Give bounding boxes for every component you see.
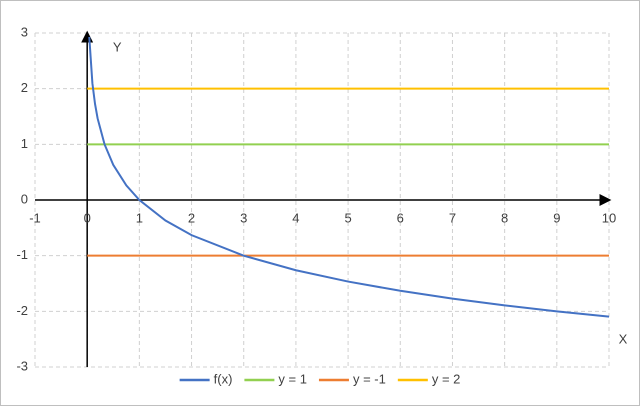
y-tick-label: -1: [16, 247, 28, 262]
legend: f(x) y = 1 y = -1 y = 2: [179, 371, 461, 386]
y-tick-label: -2: [16, 303, 28, 318]
y-tick-label: -3: [16, 358, 28, 373]
y-tick-label: 1: [21, 136, 28, 151]
x-axis-title: X: [619, 331, 628, 346]
y-axis-title: Y: [113, 39, 122, 54]
x-tick-label: 7: [449, 210, 456, 225]
legend-label: f(x): [214, 371, 233, 386]
x-tick-label: 3: [240, 210, 247, 225]
x-tick-label: -1: [29, 210, 41, 225]
legend-label: y = -1: [353, 371, 386, 386]
x-tick-label: 10: [602, 210, 616, 225]
x-tick-label: 8: [501, 210, 508, 225]
x-tick-label: 2: [188, 210, 195, 225]
y-tick-label: 3: [21, 24, 28, 39]
legend-label: y = 2: [432, 371, 461, 386]
x-tick-label: 6: [397, 210, 404, 225]
x-tick-label: 4: [292, 210, 299, 225]
x-tick-label: 9: [553, 210, 560, 225]
x-tick-label: 0: [84, 210, 91, 225]
legend-label: y = 1: [278, 371, 307, 386]
series: [87, 36, 610, 318]
series-line: [88, 36, 610, 318]
y-tick-label: 2: [21, 80, 28, 95]
y-tick-label: 0: [21, 191, 28, 206]
x-tick-label: 1: [136, 210, 143, 225]
x-tick-label: 5: [344, 210, 351, 225]
